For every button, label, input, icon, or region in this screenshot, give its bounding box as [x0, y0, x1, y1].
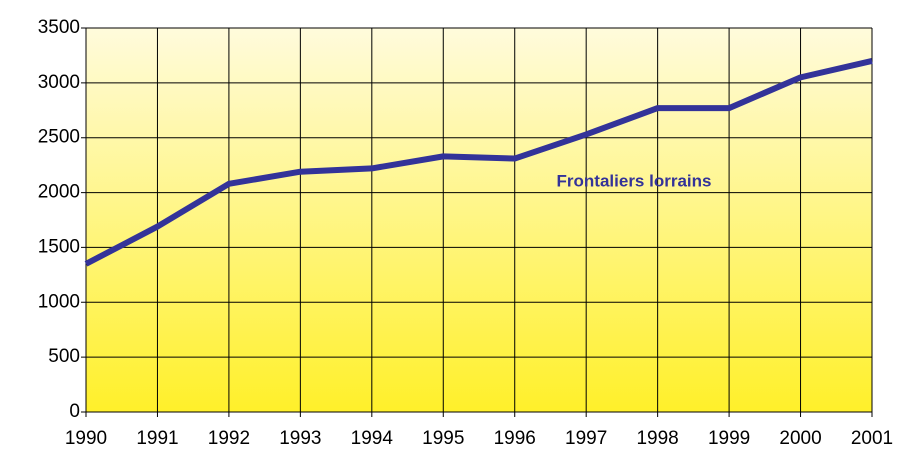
x-tick-label: 1993 [279, 428, 321, 449]
y-tick-label: 3000 [38, 72, 80, 93]
series-line [84, 57, 873, 267]
y-tick-label: 3500 [38, 17, 80, 38]
y-tick-label: 1500 [38, 236, 80, 257]
x-tick-label: 1997 [565, 428, 607, 449]
x-tick-label: 1996 [494, 428, 536, 449]
y-tick-label: 2500 [38, 127, 80, 148]
x-tick-label: 1995 [422, 428, 464, 449]
y-tick-label: 1000 [38, 291, 80, 312]
x-tick-label: 1990 [65, 428, 107, 449]
x-tick-label: 2000 [779, 428, 821, 449]
x-tick-label: 1992 [208, 428, 250, 449]
x-tick-label: 1994 [351, 428, 394, 449]
x-tick-label: 1998 [636, 428, 678, 449]
series-label: Frontaliers lorrains [557, 171, 712, 190]
y-tick-label: 0 [69, 401, 80, 422]
y-tick-label: 2000 [38, 182, 80, 203]
x-tick-label: 1999 [708, 428, 750, 449]
y-tick-label: 500 [48, 346, 80, 367]
x-tick-label: 2001 [851, 428, 893, 449]
plot-area [86, 28, 872, 412]
x-tick-label: 1991 [136, 428, 178, 449]
